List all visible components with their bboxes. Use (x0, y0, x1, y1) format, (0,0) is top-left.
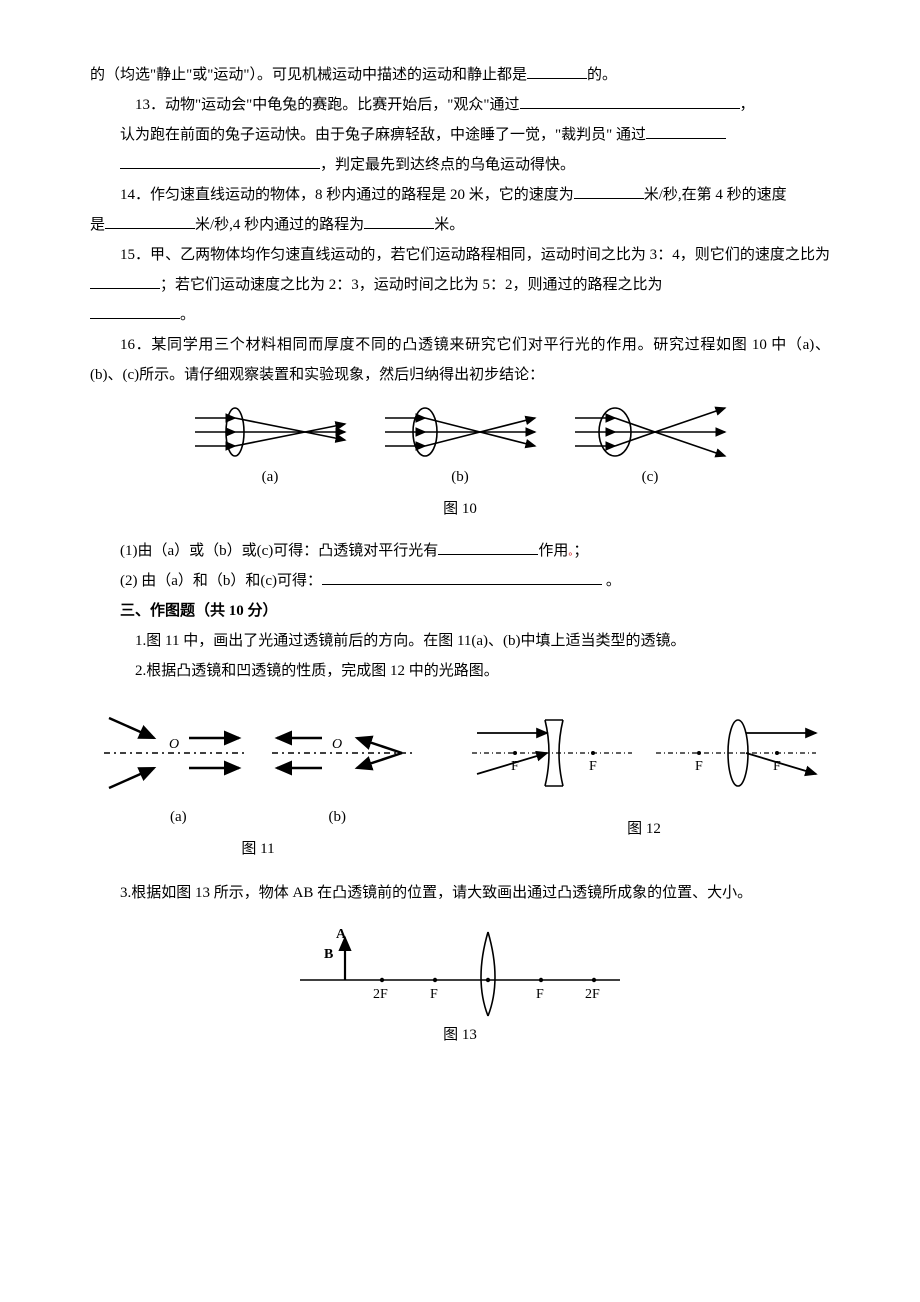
q12-b: 的。 (587, 67, 617, 83)
q13-l2: 认为跑在前面的兔子运动快。由于兔子麻痹轻敌，中途睡了一觉，"裁判员" 通过 (90, 120, 830, 150)
fig12b-svg: F F (651, 708, 821, 798)
q14-l2: 是 米/秒,4 秒内通过的路程为 米。 (90, 210, 830, 240)
fig13-B: B (324, 947, 333, 962)
fig11a-O: O (169, 737, 179, 752)
blank[interactable] (527, 62, 587, 80)
blank[interactable] (90, 302, 180, 320)
q13-l1b: ， (740, 97, 755, 113)
q12-tail: 的（均选"静止"或"运动"）。可见机械运动中描述的运动和静止都是 的。 (90, 60, 830, 90)
q14-a: 14．作匀速直线运动的物体，8 秒内通过的路程是 20 米，它的速度为 (120, 187, 574, 203)
fig10c-svg (570, 402, 730, 462)
q15-l2: 。 (90, 300, 830, 330)
fig10c-label: (c) (570, 462, 730, 492)
fig11b-O: O (332, 737, 342, 752)
fig13-svg: 2F F F 2F A B (290, 918, 630, 1018)
q16-p1a: (1)由（a）或（b）或(c)可得：凸透镜对平行光有 (120, 543, 438, 559)
q15: 15．甲、乙两物体均作匀速直线运动的，若它们运动路程相同，运动时间之比为 3：4… (90, 240, 830, 300)
q13-l1: 13．动物"运动会"中龟兔的赛跑。比赛开始后，"观众"通过 ， (90, 90, 830, 120)
fig10b-svg (380, 402, 540, 462)
q16-p2b: 。 (606, 573, 621, 589)
q15-a: 15．甲、乙两物体均作匀速直线运动的，若它们运动路程相同，运动时间之比为 3：4… (120, 247, 830, 263)
fig13-F-r: F (536, 987, 544, 1002)
q14-b: 米/秒,在第 4 秒的速度 (644, 187, 787, 203)
q16-p1b: 作用 (538, 543, 568, 559)
q13-l3b: ，判定最先到达终点的乌龟运动得快。 (320, 157, 575, 173)
fig11a-sub: (a) (170, 802, 187, 832)
blank[interactable] (90, 272, 160, 290)
blank[interactable] (364, 212, 434, 230)
q15-c: 。 (180, 307, 195, 323)
fig12b-F1: F (695, 759, 703, 774)
q13-l2a: 认为跑在前面的兔子运动快。由于兔子麻痹轻敌，中途睡了一觉，"裁判员" 通过 (120, 127, 646, 143)
blank[interactable] (105, 212, 195, 230)
blank[interactable] (574, 182, 644, 200)
q16-part2: (2) 由（a）和（b）和(c)可得： 。 (90, 566, 830, 596)
fig13-wrap: 2F F F 2F A B 图 13 (90, 918, 830, 1050)
fig12a-svg: F F (467, 708, 637, 798)
fig10b-label: (b) (380, 462, 540, 492)
fig12-wrap: F F F F 图 12 (467, 696, 821, 844)
q16-p1c: ； (573, 543, 588, 559)
fig13-2F-l: 2F (373, 987, 388, 1002)
fig10a-label: (a) (190, 462, 350, 492)
fig13-2F-r: 2F (585, 987, 600, 1002)
s3-q3: 3.根据如图 13 所示，物体 AB 在凸透镜前的位置，请大致画出通过凸透镜所成… (90, 878, 830, 908)
q16-p2a: (2) 由（a）和（b）和(c)可得： (120, 573, 322, 589)
q16-part1: (1)由（a）或（b）或(c)可得：凸透镜对平行光有作用。； (90, 536, 830, 566)
q13-l3: ，判定最先到达终点的乌龟运动得快。 (90, 150, 830, 180)
fig11b-sub: (b) (329, 802, 347, 832)
q14-e: 米。 (434, 217, 464, 233)
fig13-label: 图 13 (90, 1020, 830, 1050)
s3-q1: 1.图 11 中，画出了光通过透镜前后的方向。在图 11(a)、(b)中填上适当… (90, 626, 830, 656)
fig13-F-l: F (430, 987, 438, 1002)
blank[interactable] (646, 122, 726, 140)
q16-intro: 16．某同学用三个材料相同而厚度不同的凸透镜来研究它们对平行光的作用。研究过程如… (90, 330, 830, 390)
fig11-label: 图 11 (99, 834, 417, 864)
blank[interactable] (322, 568, 602, 586)
fig10-label: 图 10 (90, 494, 830, 524)
q14-c: 是 (90, 217, 105, 233)
blank[interactable] (520, 92, 740, 110)
blank[interactable] (438, 538, 538, 556)
fig13-A: A (336, 927, 347, 942)
fig12-label: 图 12 (467, 814, 821, 844)
fig11a-svg: O (99, 708, 249, 798)
fig11-wrap: O O (a) (b) 图 (99, 696, 417, 864)
fig11-12-row: O O (a) (b) 图 (90, 696, 830, 864)
section3-title: 三、作图题（共 10 分） (90, 596, 830, 626)
fig11b-svg: O (267, 708, 417, 798)
blank[interactable] (120, 152, 320, 170)
q12-a: 的（均选"静止"或"运动"）。可见机械运动中描述的运动和静止都是 (90, 67, 527, 83)
s3-q2: 2.根据凸透镜和凹透镜的性质，完成图 12 中的光路图。 (90, 656, 830, 686)
fig10-diagrams: (a) (b) (90, 402, 830, 524)
q13-l1a: 13．动物"运动会"中龟兔的赛跑。比赛开始后，"观众"通过 (135, 97, 520, 113)
q14-d: 米/秒,4 秒内通过的路程为 (195, 217, 364, 233)
q15-b: ；若它们运动速度之比为 2：3，运动时间之比为 5：2，则通过的路程之比为 (160, 277, 663, 293)
fig12a-F2: F (589, 759, 597, 774)
q14: 14．作匀速直线运动的物体，8 秒内通过的路程是 20 米，它的速度为 米/秒,在… (90, 180, 830, 210)
fig10a-svg (190, 402, 350, 462)
